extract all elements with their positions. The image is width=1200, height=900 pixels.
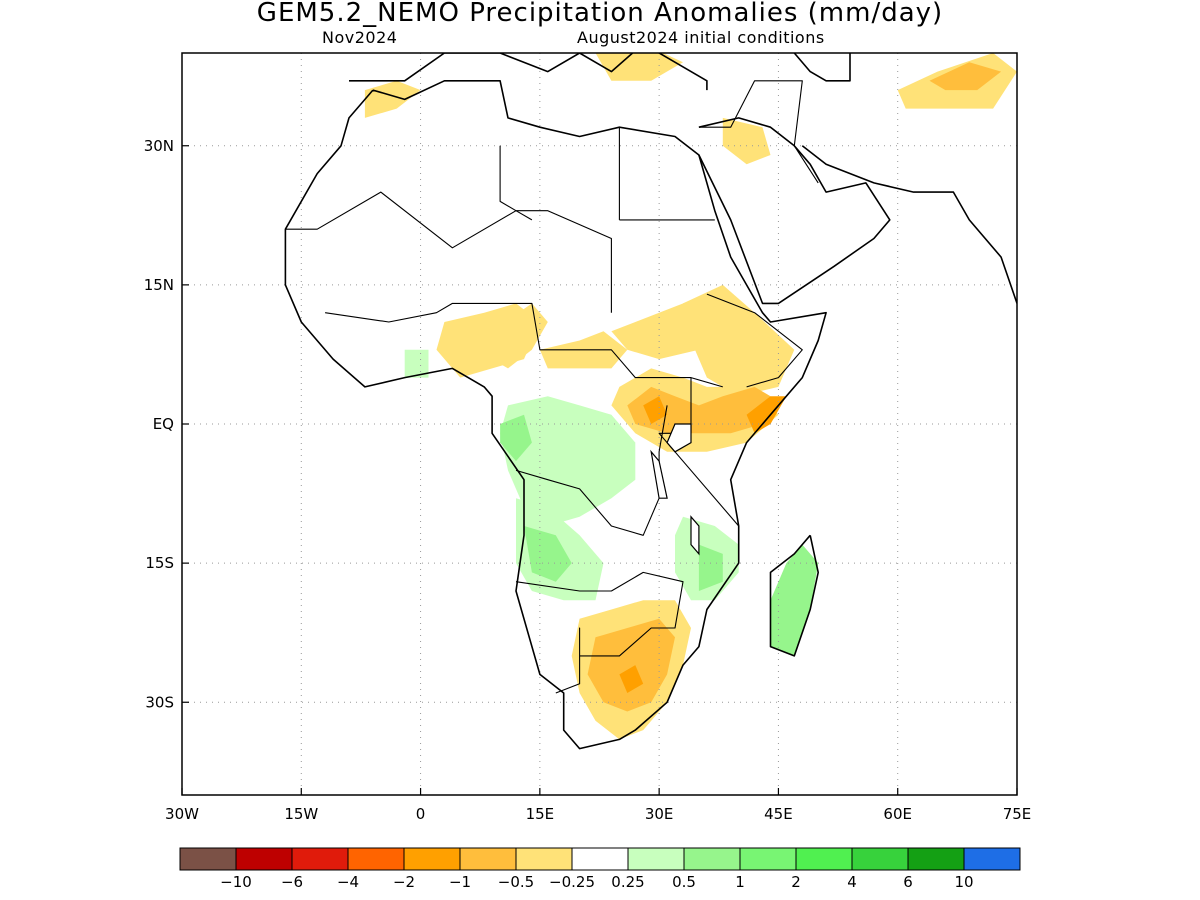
border-sahel-south bbox=[325, 302, 723, 388]
anomaly-madagascar-wet bbox=[770, 544, 819, 656]
colorbar-label: 2 bbox=[791, 873, 801, 891]
colorbar: −10 −6 −4 −2 −1 −0.5 −0.25 0.25 0.5 1 2 4 6 10 bbox=[179, 847, 1021, 891]
colorbar-swatch bbox=[459, 847, 517, 871]
border-algeria-libya bbox=[499, 145, 533, 221]
anomaly-iran-moderate bbox=[929, 62, 1002, 91]
anomaly-mozambique-moderate-wet bbox=[698, 544, 723, 591]
anomaly-southern-africa-strong bbox=[619, 665, 644, 693]
x-tick-label: 15E bbox=[526, 805, 555, 823]
anomaly-southern-africa-moderate bbox=[587, 618, 675, 712]
country-borders bbox=[285, 80, 819, 694]
colorbar-swatch bbox=[851, 847, 909, 871]
y-tick-label: EQ bbox=[153, 415, 174, 433]
anomaly-gabon-wet bbox=[500, 414, 532, 462]
lake-victoria bbox=[666, 423, 692, 453]
colorbar-label: −1 bbox=[449, 873, 471, 891]
colorbar-label: −2 bbox=[393, 873, 415, 891]
coastlines bbox=[284, 53, 1017, 750]
y-axis-ticks: 30N 15N EQ 15S 30S bbox=[144, 137, 189, 711]
x-tick-label: 30W bbox=[165, 805, 199, 823]
colorbar-label: −10 bbox=[220, 873, 252, 891]
africa-coastline bbox=[284, 80, 827, 750]
lake-malawi bbox=[690, 515, 700, 556]
anomaly-east-africa-moderate bbox=[627, 386, 771, 434]
anomaly-north-africa-dry bbox=[364, 80, 421, 118]
caspian-coastline bbox=[793, 53, 851, 82]
x-tick-label: 30E bbox=[645, 805, 674, 823]
anomaly-angola-moderate-wet bbox=[524, 526, 572, 582]
colorbar-swatch bbox=[179, 847, 237, 871]
colorbar-swatch bbox=[627, 847, 685, 871]
colorbar-swatch bbox=[571, 847, 629, 871]
anomaly-cameroon-dry bbox=[492, 303, 548, 369]
y-tick-label: 30N bbox=[144, 137, 174, 155]
lake-tanganyika bbox=[650, 449, 668, 499]
y-tick-label: 15S bbox=[145, 554, 174, 572]
border-mena bbox=[698, 80, 819, 184]
colorbar-swatch bbox=[963, 847, 1021, 871]
x-tick-label: 0 bbox=[416, 805, 426, 823]
colorbar-label: −0.5 bbox=[498, 873, 534, 891]
x-tick-label: 60E bbox=[883, 805, 912, 823]
anomaly-liberia-wet bbox=[404, 349, 429, 378]
x-tick-label: 15W bbox=[284, 805, 318, 823]
border-southern-africa bbox=[515, 571, 684, 694]
colorbar-label: −6 bbox=[281, 873, 303, 891]
border-ethiopia-somalia bbox=[706, 293, 803, 388]
anomaly-uganda-strong bbox=[643, 396, 668, 424]
anomaly-mediterranean-dry bbox=[595, 53, 683, 81]
colorbar-label: 10 bbox=[954, 873, 973, 891]
colorbar-swatch bbox=[235, 847, 293, 871]
madagascar-coastline bbox=[769, 534, 820, 657]
colorbar-label: −4 bbox=[337, 873, 359, 891]
forecast-month: Nov2024 bbox=[322, 28, 398, 47]
chart-title: GEM5.2_NEMO Precipitation Anomalies (mm/… bbox=[256, 0, 944, 28]
colorbar-label: 6 bbox=[903, 873, 913, 891]
lakes bbox=[650, 423, 700, 556]
gridlines bbox=[182, 53, 1017, 795]
y-tick-label: 30S bbox=[145, 693, 174, 711]
x-tick-label: 45E bbox=[764, 805, 793, 823]
x-tick-label: 75E bbox=[1003, 805, 1032, 823]
colorbar-label: 1 bbox=[735, 873, 745, 891]
anomaly-congo-wet bbox=[500, 396, 636, 526]
colorbar-label: 4 bbox=[847, 873, 857, 891]
border-sahel-north bbox=[285, 191, 612, 313]
arabia-coastline bbox=[698, 117, 891, 305]
colorbar-swatch bbox=[739, 847, 797, 871]
colorbar-swatch bbox=[795, 847, 853, 871]
anomaly-somalia-strong bbox=[746, 396, 787, 434]
colorbar-label: −0.25 bbox=[549, 873, 595, 891]
border-congo bbox=[515, 405, 668, 536]
europe-coastline bbox=[349, 53, 708, 91]
x-axis-ticks: 30W 15W 0 15E 30E 45E 60E 75E bbox=[165, 788, 1031, 823]
colorbar-label: 0.5 bbox=[672, 873, 696, 891]
colorbar-swatch bbox=[683, 847, 741, 871]
colorbar-swatch bbox=[291, 847, 349, 871]
y-tick-label: 15N bbox=[144, 276, 174, 294]
colorbar-swatch bbox=[403, 847, 461, 871]
anomaly-ethiopia-dry bbox=[683, 284, 795, 397]
initial-conditions: August2024 initial conditions bbox=[577, 28, 825, 47]
iran-coastline bbox=[801, 145, 1017, 304]
colorbar-swatch bbox=[515, 847, 573, 871]
colorbar-swatch bbox=[347, 847, 405, 871]
anomaly-arabia-dry bbox=[722, 117, 771, 165]
colorbar-swatch bbox=[907, 847, 965, 871]
colorbar-label: 0.25 bbox=[611, 873, 644, 891]
